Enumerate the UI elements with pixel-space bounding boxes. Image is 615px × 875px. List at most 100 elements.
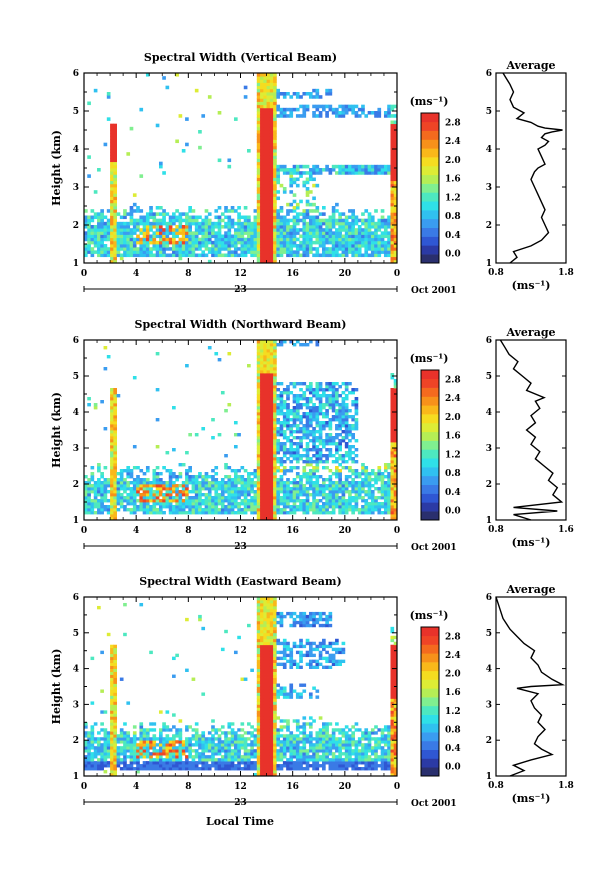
heatmap-cell xyxy=(390,457,395,461)
heatmap-cell xyxy=(351,247,356,251)
heatmap-cell xyxy=(256,454,261,458)
heatmap-cell xyxy=(253,499,258,503)
heatmap-cell xyxy=(273,427,277,431)
heatmap-cell xyxy=(113,692,117,696)
heatmap-cell xyxy=(250,225,254,229)
heatmap-cell xyxy=(295,244,300,248)
heatmap-cell xyxy=(286,253,290,258)
heatmap-cell xyxy=(269,76,274,80)
heatmap-cell xyxy=(348,391,352,395)
heatmap-cell xyxy=(318,240,323,245)
heatmap-cell xyxy=(198,761,202,765)
heatmap-cell xyxy=(289,424,294,428)
heatmap-cell xyxy=(103,244,108,248)
heatmap-cell xyxy=(390,259,395,264)
heatmap-cell xyxy=(263,117,267,121)
heatmap-cell xyxy=(315,502,320,506)
heatmap-cell xyxy=(273,490,277,494)
heatmap-cell xyxy=(295,505,300,509)
heatmap-cell xyxy=(93,755,98,759)
heatmap-cell xyxy=(344,234,349,239)
heatmap-cell xyxy=(263,240,267,245)
heatmap-cell xyxy=(256,499,261,503)
heatmap-cell xyxy=(243,244,248,248)
heatmap-cell xyxy=(263,415,267,419)
heatmap-cell xyxy=(260,749,264,753)
heatmap-cell xyxy=(295,394,300,398)
heatmap-cell xyxy=(175,749,179,753)
heatmap-cell xyxy=(390,247,395,251)
heatmap-cell xyxy=(123,234,127,239)
heatmap-cell xyxy=(211,475,215,479)
heatmap-cell xyxy=(308,418,313,422)
heatmap-cell xyxy=(328,511,333,515)
heatmap-cell xyxy=(237,743,241,747)
heatmap-cell xyxy=(266,692,271,696)
heatmap-cell xyxy=(269,206,274,210)
heatmap-cell xyxy=(393,514,398,518)
heatmap-cell xyxy=(113,190,117,194)
heatmap-cell xyxy=(84,231,88,235)
heatmap-cell xyxy=(126,737,131,741)
heatmap-cell xyxy=(354,409,359,413)
heatmap-cell xyxy=(328,385,333,389)
heatmap-cell xyxy=(367,475,372,479)
heatmap-cell xyxy=(393,508,398,512)
heatmap-cell xyxy=(308,244,313,248)
heatmap-cell xyxy=(276,174,281,178)
heatmap-cell xyxy=(178,728,183,732)
heatmap-cell xyxy=(299,247,303,251)
heatmap-cell xyxy=(155,244,160,248)
heatmap-cell xyxy=(191,250,196,254)
heatmap-cell xyxy=(390,164,395,169)
heatmap-cell xyxy=(139,764,144,768)
heatmap-cell xyxy=(230,225,235,229)
heatmap-cell xyxy=(256,215,261,220)
heatmap-cell xyxy=(335,171,339,175)
heatmap-cell xyxy=(172,749,176,753)
heatmap-cell xyxy=(367,164,372,169)
heatmap-cell xyxy=(129,221,134,226)
heatmap-cell xyxy=(175,484,179,488)
heatmap-cell xyxy=(354,231,359,235)
heatmap-cell xyxy=(142,511,147,515)
heatmap-cell xyxy=(266,731,271,735)
heatmap-cell xyxy=(260,469,264,473)
heatmap-cell xyxy=(312,409,316,413)
heatmap-cell xyxy=(308,237,313,242)
heatmap-cell xyxy=(103,770,108,774)
heatmap-cell xyxy=(266,221,271,226)
heatmap-cell xyxy=(269,439,274,443)
heatmap-cell xyxy=(279,340,284,344)
heatmap-cell xyxy=(383,225,388,229)
heatmap-cell xyxy=(383,253,388,258)
heatmap-cell xyxy=(374,472,378,476)
heatmap-cell xyxy=(331,234,336,239)
heatmap-cell xyxy=(168,475,173,479)
heatmap-cell xyxy=(344,107,349,112)
heatmap-cell xyxy=(312,508,316,512)
heatmap-cell xyxy=(351,209,356,213)
heatmap-cell xyxy=(308,421,313,425)
heatmap-cell xyxy=(119,728,124,732)
heatmap-cell xyxy=(312,234,316,239)
heatmap-cell xyxy=(305,212,310,216)
heatmap-cell xyxy=(256,130,261,134)
heatmap-cell xyxy=(240,244,245,248)
heatmap-cell xyxy=(253,240,258,245)
heatmap-cell xyxy=(260,209,264,213)
heatmap-cell xyxy=(338,218,342,223)
heatmap-cell xyxy=(260,641,264,646)
heatmap-cell xyxy=(201,502,206,506)
heatmap-cell xyxy=(132,247,137,251)
heatmap-cell xyxy=(250,725,254,729)
heatmap-cell xyxy=(266,722,271,726)
heatmap-cell xyxy=(344,382,349,386)
heatmap-cell xyxy=(393,212,398,216)
heatmap-cell xyxy=(119,253,124,258)
heatmap-cell xyxy=(308,250,313,254)
heatmap-cell xyxy=(269,183,274,188)
heatmap-cell xyxy=(302,427,307,431)
heatmap-cell xyxy=(273,111,277,115)
heatmap-cell xyxy=(348,234,352,239)
